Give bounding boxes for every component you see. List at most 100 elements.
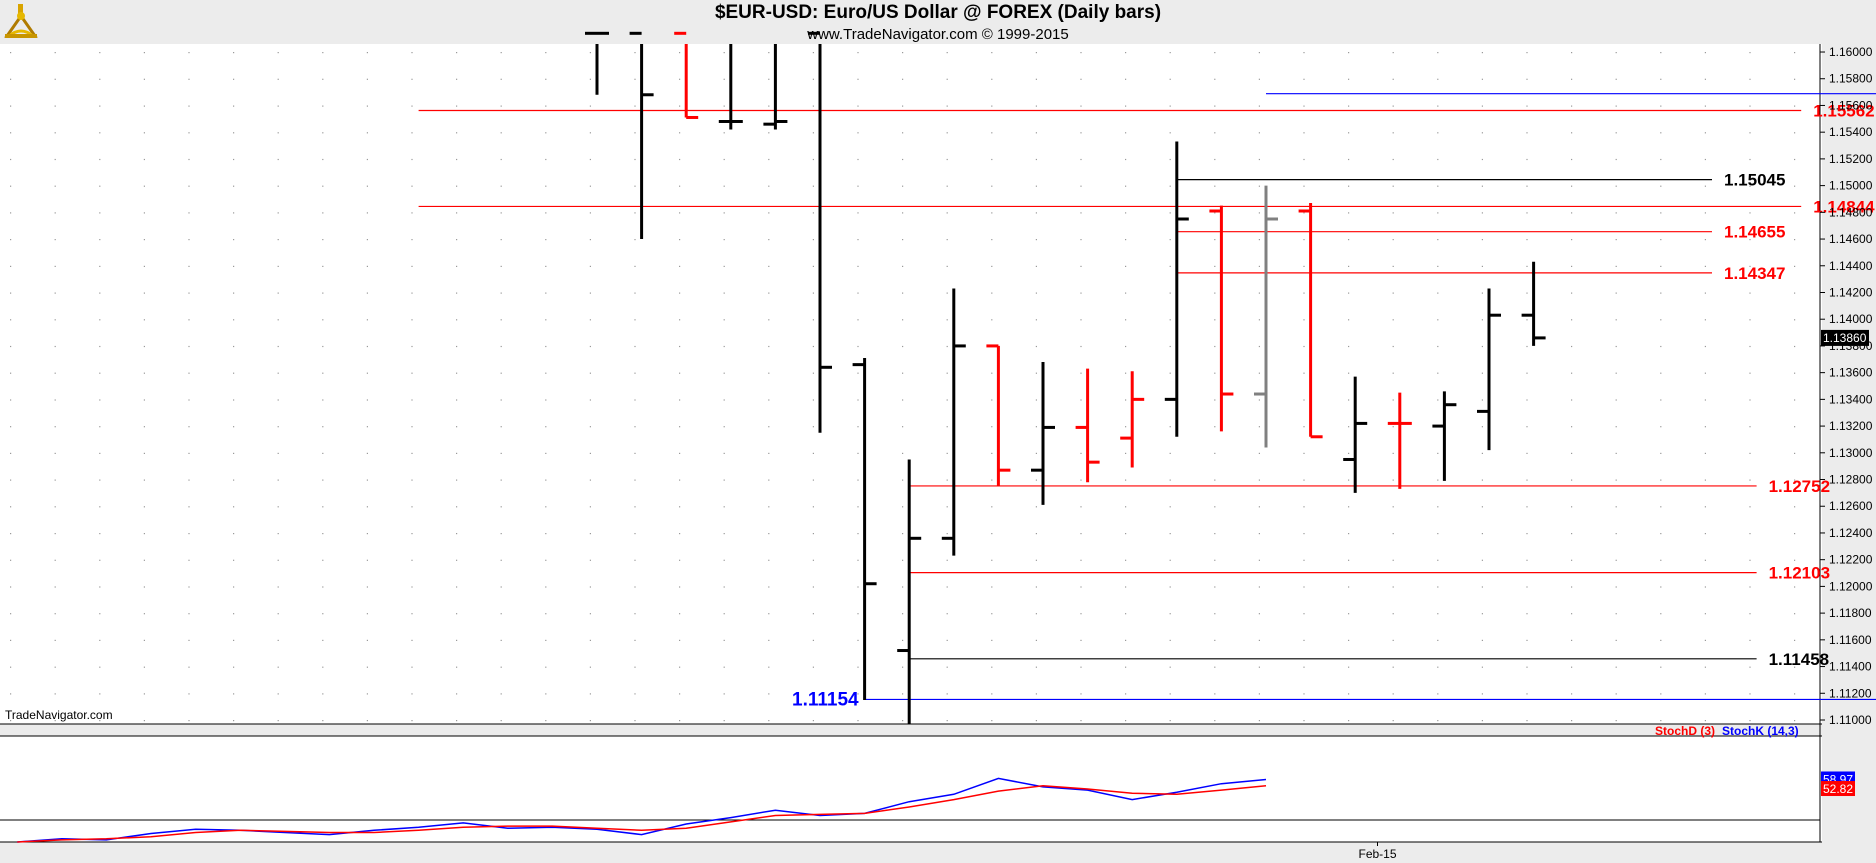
grid-dot: [589, 212, 591, 214]
grid-dot: [1704, 452, 1706, 454]
grid-dot: [723, 559, 725, 561]
grid-dot: [1348, 479, 1350, 481]
grid-dot: [1258, 372, 1260, 374]
grid-dot: [1704, 265, 1706, 267]
grid-dot: [54, 613, 56, 615]
grid-dot: [277, 105, 279, 107]
grid-dot: [1303, 212, 1305, 214]
grid-dot: [233, 185, 235, 187]
grid-dot: [1526, 212, 1528, 214]
grid-dot: [1035, 479, 1037, 481]
grid-dot: [679, 372, 681, 374]
grid-dot: [1303, 426, 1305, 428]
grid-dot: [456, 479, 458, 481]
grid-dot: [366, 372, 368, 374]
sextant-logo-icon[interactable]: [3, 2, 39, 45]
level-label: 1.14844: [1813, 197, 1875, 216]
grid-dot: [277, 185, 279, 187]
grid-dot: [1080, 239, 1082, 241]
grid-dot: [322, 639, 324, 641]
level-label: 1.12752: [1769, 477, 1830, 496]
grid-dot: [1571, 78, 1573, 80]
grid-dot: [366, 265, 368, 267]
grid-dot: [233, 639, 235, 641]
grid-dot: [1660, 265, 1662, 267]
grid-dot: [991, 105, 993, 107]
grid-dot: [1794, 78, 1796, 80]
grid-dot: [411, 372, 413, 374]
grid-dot: [233, 265, 235, 267]
grid-dot: [99, 319, 101, 321]
grid-dot: [902, 105, 904, 107]
grid-dot: [143, 185, 145, 187]
grid-dot: [991, 78, 993, 80]
grid-dot: [1704, 78, 1706, 80]
grid-dot: [946, 479, 948, 481]
grid-dot: [679, 132, 681, 134]
grid-dot: [991, 239, 993, 241]
grid-dot: [411, 319, 413, 321]
grid-dot: [1437, 319, 1439, 321]
grid-dot: [1526, 319, 1528, 321]
grid-dot: [1392, 639, 1394, 641]
grid-dot: [99, 533, 101, 535]
grid-dot: [991, 372, 993, 374]
grid-dot: [545, 292, 547, 294]
grid-dot: [10, 426, 12, 428]
grid-dot: [1303, 586, 1305, 588]
grid-dot: [768, 212, 770, 214]
grid-dot: [545, 639, 547, 641]
grid-dot: [188, 372, 190, 374]
grid-dot: [1258, 533, 1260, 535]
grid-dot: [589, 639, 591, 641]
grid-dot: [188, 559, 190, 561]
grid-dot: [902, 506, 904, 508]
grid-dot: [1125, 265, 1127, 267]
grid-dot: [857, 559, 859, 561]
grid-dot: [1571, 292, 1573, 294]
grid-dot: [812, 533, 814, 535]
grid-dot: [1794, 586, 1796, 588]
grid-dot: [10, 399, 12, 401]
grid-dot: [812, 105, 814, 107]
y-tick-label: 1.11400: [1829, 660, 1872, 674]
grid-dot: [589, 292, 591, 294]
grid-dot: [1035, 132, 1037, 134]
grid-dot: [1481, 345, 1483, 348]
grid-dot: [99, 158, 101, 161]
grid-dot: [1526, 132, 1528, 134]
grid-dot: [723, 319, 725, 321]
grid-dot: [1571, 185, 1573, 187]
grid-dot: [857, 78, 859, 80]
grid-dot: [411, 666, 413, 668]
grid-dot: [500, 666, 502, 668]
grid-dot: [456, 239, 458, 241]
grid-dot: [1214, 666, 1216, 668]
grid-dot: [1437, 105, 1439, 107]
grid-dot: [1303, 479, 1305, 481]
grid-dot: [1526, 613, 1528, 615]
grid-dot: [1080, 292, 1082, 294]
grid-dot: [233, 212, 235, 214]
grid-dot: [1303, 239, 1305, 241]
grid-dot: [1348, 345, 1350, 348]
grid-dot: [366, 52, 368, 54]
grid-dot: [143, 212, 145, 214]
grid-dot: [1526, 559, 1528, 561]
grid-dot: [1615, 185, 1617, 187]
grid-dot: [857, 533, 859, 535]
grid-dot: [1258, 185, 1260, 187]
grid-dot: [322, 452, 324, 454]
grid-dot: [1660, 399, 1662, 401]
grid-dot: [143, 506, 145, 508]
grid-dot: [946, 666, 948, 668]
grid-dot: [143, 639, 145, 641]
grid-dot: [991, 559, 993, 561]
grid-dot: [768, 666, 770, 668]
grid-dot: [456, 426, 458, 428]
grid-dot: [1749, 372, 1751, 374]
grid-dot: [143, 720, 145, 722]
grid-dot: [1794, 639, 1796, 641]
grid-dot: [1749, 639, 1751, 641]
y-tick-label: 1.11800: [1829, 606, 1872, 620]
